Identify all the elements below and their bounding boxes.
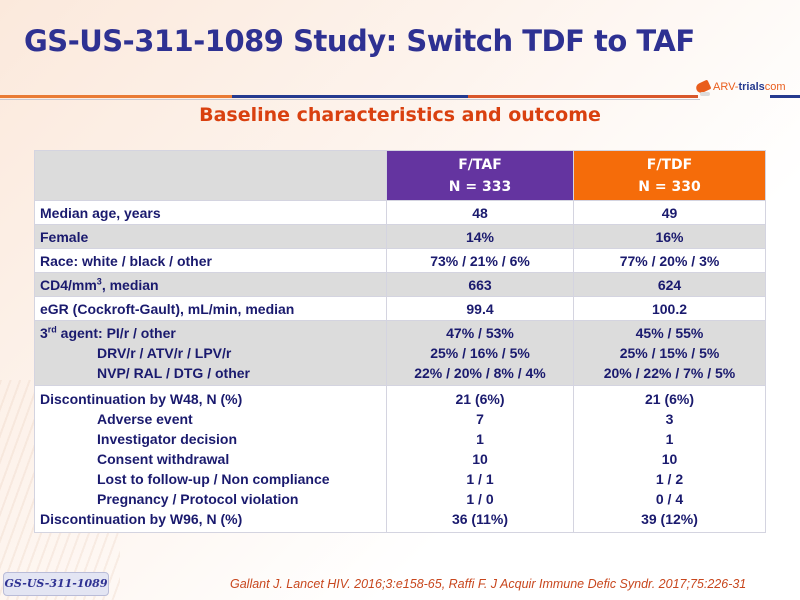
value-ftdf: 16% bbox=[573, 224, 766, 249]
header-ftdf-n: N = 330 bbox=[638, 178, 701, 195]
value-line: 21 (6%) bbox=[644, 391, 695, 407]
header-blank bbox=[34, 150, 387, 201]
value-line: 1 bbox=[665, 431, 674, 447]
table-row-discontinuation: Discontinuation by W48, N (%) Adverse ev… bbox=[34, 385, 766, 533]
value-line: 22% / 20% / 8% / 4% bbox=[414, 365, 546, 381]
value-ftaf: 73% / 21% / 6% bbox=[386, 248, 574, 273]
slide-title: GS-US-311-1089 Study: Switch TDF to TAF bbox=[24, 24, 695, 58]
slide-subtitle: Baseline characteristics and outcome bbox=[199, 104, 601, 126]
header-ftaf-n: N = 333 bbox=[448, 178, 512, 195]
row-label: CD4/mm3, median bbox=[34, 272, 387, 297]
logo-text-part2: trials bbox=[738, 81, 765, 93]
value-line: 39 (12%) bbox=[641, 511, 698, 527]
value-line: 1 / 1 bbox=[466, 471, 494, 487]
value-line: 47% / 53% bbox=[446, 325, 514, 341]
table-row: CD4/mm3, median 663 624 bbox=[34, 272, 766, 297]
pill-shadow-icon bbox=[700, 92, 710, 96]
value-ftdf: 49 bbox=[573, 200, 766, 225]
value-line: 20% / 22% / 7% / 5% bbox=[603, 365, 736, 381]
discontinuation-w96-label: Discontinuation by W96, N (%) bbox=[40, 511, 243, 527]
value-ftdf: 100.2 bbox=[573, 296, 766, 321]
logo-text: ARV-trialscom bbox=[713, 81, 786, 93]
sub-label: Consent withdrawal bbox=[97, 451, 230, 467]
value-ftdf: 45% / 55% 25% / 15% / 5% 20% / 22% / 7% … bbox=[573, 320, 766, 386]
baseline-table: F/TAF N = 333 F/TDF N = 330 Median age, … bbox=[34, 150, 766, 533]
value-line: 21 (6%) bbox=[455, 391, 505, 407]
value-line: 45% / 55% bbox=[635, 325, 704, 341]
value-line: 10 bbox=[472, 451, 488, 467]
row-label-superscript: 3 bbox=[96, 275, 102, 286]
label-text: agent: PI/r / other bbox=[56, 325, 176, 341]
value-line: 10 bbox=[661, 451, 678, 467]
value-ftdf: 21 (6%) 3 1 10 1 / 2 0 / 4 39 (12%) bbox=[573, 385, 766, 533]
value-line: 25% / 16% / 5% bbox=[430, 345, 530, 361]
value-ftaf: 21 (6%) 7 1 10 1 / 1 1 / 0 36 (11%) bbox=[386, 385, 574, 533]
header-ftaf: F/TAF N = 333 bbox=[386, 150, 574, 201]
row-label-text: , median bbox=[101, 276, 159, 293]
value-line: 0 / 4 bbox=[655, 491, 684, 507]
sub-label: NVP/ RAL / DTG / other bbox=[97, 365, 250, 381]
value-ftaf: 14% bbox=[386, 224, 574, 249]
table-header-row: F/TAF N = 333 F/TDF N = 330 bbox=[34, 150, 766, 201]
table-row-third-agent: 3rd agent: PI/r / other DRV/r / ATV/r / … bbox=[34, 320, 766, 386]
value-ftaf: 663 bbox=[386, 272, 574, 297]
header-ftaf-name: F/TAF bbox=[458, 156, 502, 173]
value-line: 1 bbox=[476, 431, 484, 447]
divider-blue bbox=[232, 95, 468, 98]
citation: Gallant J. Lancet HIV. 2016;3:e158-65, R… bbox=[230, 577, 747, 591]
label-superscript: rd bbox=[47, 324, 57, 335]
row-label: Female bbox=[34, 224, 387, 249]
row-label: Discontinuation by W48, N (%) Adverse ev… bbox=[34, 385, 387, 533]
sub-label: Adverse event bbox=[97, 411, 193, 427]
value-line: 36 (11%) bbox=[451, 511, 509, 527]
label-text: 3 bbox=[40, 325, 48, 341]
divider-red bbox=[468, 95, 698, 98]
value-ftaf: 99.4 bbox=[386, 296, 574, 321]
value-line: 1 / 0 bbox=[466, 491, 494, 507]
table-row: Median age, years 48 49 bbox=[34, 200, 766, 225]
value-ftdf: 624 bbox=[573, 272, 766, 297]
row-label: 3rd agent: PI/r / other DRV/r / ATV/r / … bbox=[34, 320, 387, 386]
divider-blue-end bbox=[770, 95, 800, 98]
discontinuation-w48-label: Discontinuation by W48, N (%) bbox=[40, 391, 243, 407]
row-label: Median age, years bbox=[34, 200, 387, 225]
value-line: 3 bbox=[665, 411, 674, 427]
sub-label: Lost to follow-up / Non compliance bbox=[97, 471, 330, 487]
header-ftdf: F/TDF N = 330 bbox=[573, 150, 766, 201]
value-ftaf: 48 bbox=[386, 200, 574, 225]
study-badge: GS-US-311-1089 bbox=[3, 572, 109, 596]
third-agent-label: 3rd agent: PI/r / other bbox=[40, 323, 381, 343]
arv-trials-logo: ARV-trialscom bbox=[694, 79, 800, 104]
divider-orange bbox=[0, 95, 232, 98]
value-line: 7 bbox=[476, 411, 484, 427]
value-ftdf: 77% / 20% / 3% bbox=[573, 248, 766, 273]
value-ftaf: 47% / 53% 25% / 16% / 5% 22% / 20% / 8% … bbox=[386, 320, 574, 386]
sub-label: Pregnancy / Protocol violation bbox=[97, 491, 299, 507]
value-line: 25% / 15% / 5% bbox=[619, 345, 720, 361]
divider-shadow bbox=[0, 99, 700, 100]
sub-label: Investigator decision bbox=[97, 431, 238, 447]
table-row: eGR (Cockroft-Gault), mL/min, median 99.… bbox=[34, 296, 766, 321]
table-row: Female 14% 16% bbox=[34, 224, 766, 249]
logo-text-part3: com bbox=[764, 81, 786, 93]
sub-label: DRV/r / ATV/r / LPV/r bbox=[97, 345, 232, 361]
table-row: Race: white / black / other 73% / 21% / … bbox=[34, 248, 766, 273]
row-label-text: CD4/mm bbox=[40, 276, 97, 293]
header-ftdf-name: F/TDF bbox=[646, 156, 693, 173]
row-label: Race: white / black / other bbox=[34, 248, 387, 273]
row-label: eGR (Cockroft-Gault), mL/min, median bbox=[34, 296, 387, 321]
logo-text-part1: ARV- bbox=[713, 81, 739, 93]
value-line: 1 / 2 bbox=[655, 471, 684, 487]
